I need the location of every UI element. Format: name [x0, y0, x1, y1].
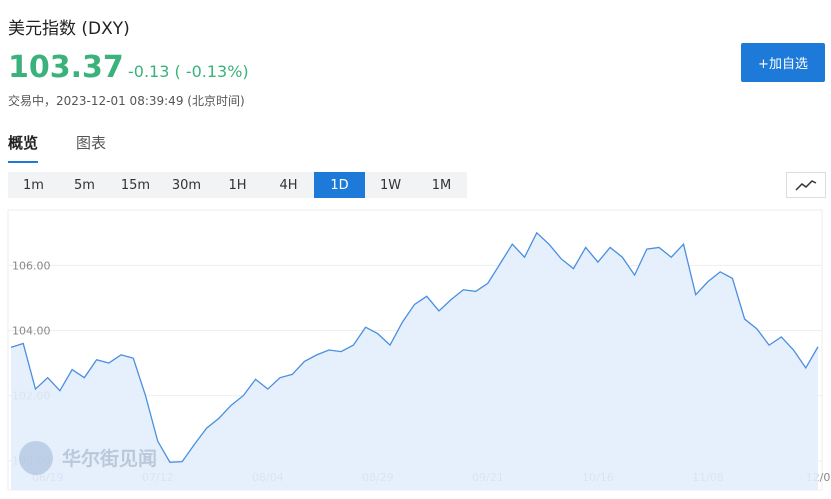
add-watchlist-button[interactable]: +加自选 [741, 43, 825, 82]
x-tick-label: 12/0 [806, 471, 831, 484]
change: -0.13 ( -0.13%) [128, 62, 249, 81]
area-fill [11, 232, 818, 490]
y-tick-label: 100.00 [12, 455, 51, 468]
status: 交易中，2023-12-01 08:39:49 (北京时间) [8, 94, 245, 108]
watermark-text: 华尔街见闻 [62, 447, 157, 470]
x-tick-label: 10/16 [582, 471, 614, 484]
y-tick-label: 102.00 [12, 390, 51, 403]
price: 103.37 [8, 50, 124, 85]
range-button[interactable]: 1H [228, 177, 247, 193]
tabs: 概览 图表 [8, 132, 106, 163]
tab[interactable]: 图表 [76, 134, 107, 152]
watermark-logo [19, 441, 53, 475]
x-tick-label: 09/21 [472, 471, 504, 484]
range-button[interactable]: 4H [279, 177, 298, 193]
watermark: 华尔街见闻 [19, 441, 157, 475]
plot-frame [7, 209, 823, 491]
y-tick-label: 104.00 [12, 324, 51, 337]
x-tick-label: 11/08 [692, 471, 724, 484]
range-button[interactable]: 5m [74, 177, 95, 193]
tab[interactable]: 概览 [8, 132, 39, 163]
range-button[interactable]: 1W [379, 177, 402, 193]
line [10, 231, 819, 463]
x-tick-label: 06/19 [32, 471, 64, 484]
range-button[interactable]: 15m [120, 177, 151, 193]
x-tick-label: 08/29 [362, 471, 394, 484]
range-button[interactable]: 30m [171, 177, 202, 193]
title: 美元指数 (DXY) [8, 19, 130, 39]
x-tick-label: 08/04 [252, 471, 284, 484]
range-button[interactable]: 1D [314, 172, 365, 198]
range-button[interactable]: 1M [431, 177, 452, 193]
range-button[interactable]: 1m [23, 177, 44, 193]
range-selector: 1m 5m 15m 30m 1H 4H 1D 1W 1M [8, 172, 467, 198]
chart-type-icon[interactable] [786, 172, 826, 198]
x-tick-label: 07/12 [142, 471, 174, 484]
y-tick-label: 106.00 [12, 259, 51, 272]
